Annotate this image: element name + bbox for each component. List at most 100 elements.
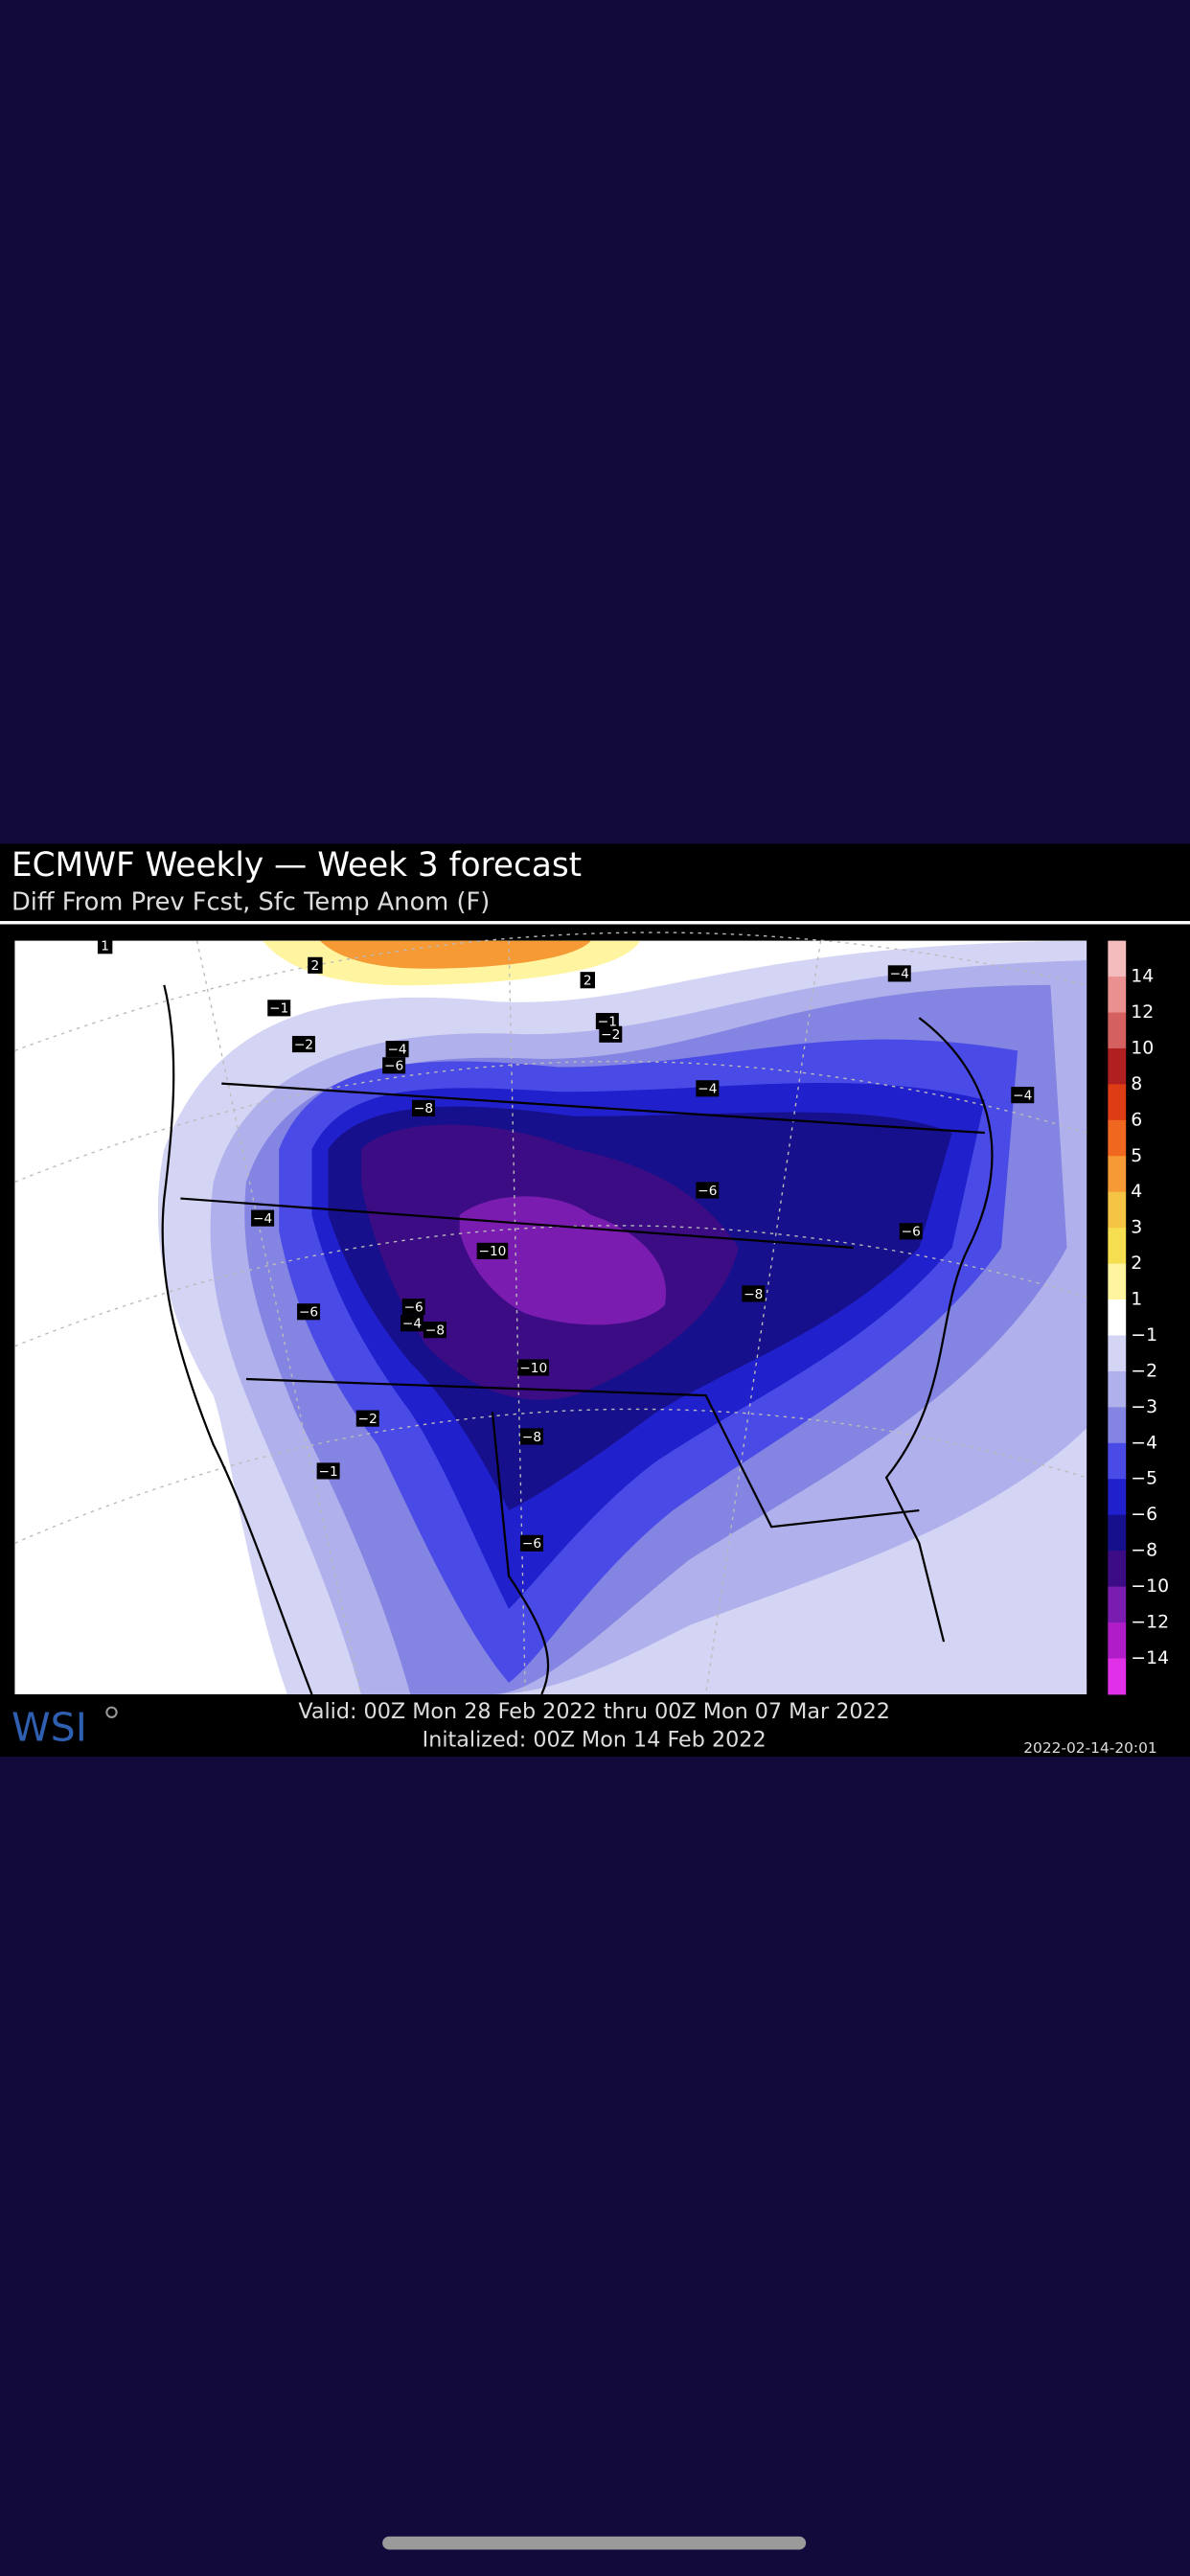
legend-swatch xyxy=(1108,940,1127,978)
home-indicator xyxy=(382,2536,807,2550)
legend-label: −3 xyxy=(1131,1397,1157,1417)
contour-label-box xyxy=(1011,1087,1035,1104)
legend-label: 3 xyxy=(1131,1218,1142,1238)
legend-swatch xyxy=(1108,1658,1127,1695)
contour-labels: −1−1−2−2−2−4−4−4−4−4−4−6−6−6−6 −6−6−8−8−8… xyxy=(97,937,1035,1552)
contour-label: −6 xyxy=(522,1536,541,1552)
valid-text: Valid: 00Z Mon 28 Feb 2022 thru 00Z Mon … xyxy=(298,1699,890,1724)
contour-label-box xyxy=(411,1099,435,1116)
legend-swatch xyxy=(1108,1514,1127,1552)
legend-label: −12 xyxy=(1131,1613,1169,1633)
contour-label: −8 xyxy=(744,1287,763,1302)
content: ECMWF Weekly — Week 3 forecast Diff From… xyxy=(0,843,1190,2550)
legend-label: 2 xyxy=(1131,1254,1142,1274)
legend-label: 6 xyxy=(1131,1110,1142,1130)
legend-swatch xyxy=(1108,1586,1127,1623)
legend-swatch xyxy=(1108,1300,1127,1336)
subtitle: Diff From Prev Fcst, Sfc Temp Anom (F) xyxy=(11,888,490,917)
contour-label: −4 xyxy=(387,1043,406,1058)
contour-label: −4 xyxy=(402,1317,422,1332)
contour-label: −2 xyxy=(294,1037,313,1052)
contour-label-box xyxy=(382,1057,406,1074)
contour-label-box xyxy=(887,965,911,982)
legend-swatch xyxy=(1108,1551,1127,1588)
initialized-text: Initalized: 00Z Mon 14 Feb 2022 xyxy=(423,1727,767,1752)
contour-label-box xyxy=(520,1428,544,1445)
contour-label-box xyxy=(291,1035,315,1053)
contour-label: −8 xyxy=(522,1430,541,1445)
legend-swatch xyxy=(1108,1228,1127,1265)
legend-swatch xyxy=(1108,977,1127,1014)
contour-label: −6 xyxy=(299,1305,318,1321)
contour-label: −4 xyxy=(253,1211,272,1227)
contour-label: −1 xyxy=(269,1001,288,1017)
contour-label: 1 xyxy=(101,939,109,954)
legend-swatch xyxy=(1108,1047,1127,1085)
legend-label: 4 xyxy=(1131,1182,1142,1202)
anomaly-region xyxy=(320,940,591,969)
contour-label: 2 xyxy=(584,974,592,989)
anomaly-region xyxy=(459,1196,667,1325)
legend-swatch xyxy=(1108,1191,1127,1229)
legend-swatch xyxy=(1108,1263,1127,1300)
contour-label-box xyxy=(742,1285,766,1302)
legend-label: −2 xyxy=(1131,1361,1157,1381)
boundaries xyxy=(161,984,994,1695)
legend-label: 8 xyxy=(1131,1074,1142,1094)
contour-label-box xyxy=(476,1242,509,1259)
legend-label: 12 xyxy=(1131,1002,1154,1023)
contour-label-box xyxy=(297,1303,321,1321)
contour-label: −6 xyxy=(902,1225,921,1240)
logo-mark xyxy=(105,1706,118,1718)
contour-label: −6 xyxy=(698,1184,717,1199)
legend-label: −6 xyxy=(1131,1505,1157,1525)
legend-swatch xyxy=(1108,1479,1127,1516)
legend-swatch xyxy=(1108,1156,1127,1193)
divider xyxy=(0,921,1190,925)
contour-label: −10 xyxy=(478,1244,506,1259)
contour-label-box xyxy=(595,1012,619,1030)
contour-label: −1 xyxy=(319,1464,338,1480)
contour-label-box xyxy=(316,1462,340,1480)
contour-label-box xyxy=(267,1000,291,1017)
contour-label: −2 xyxy=(601,1027,620,1043)
anomaly-regions xyxy=(157,940,1087,1694)
legend-label: −10 xyxy=(1131,1576,1169,1597)
contour-label: −8 xyxy=(414,1101,433,1116)
timestamp: 2022-02-14-20:01 xyxy=(1023,1739,1157,1757)
contour-label: −2 xyxy=(358,1412,378,1427)
contour-label: −6 xyxy=(384,1059,403,1074)
contour-label-box xyxy=(400,1315,423,1332)
contour-label-box xyxy=(599,1025,623,1043)
legend-swatch xyxy=(1108,1622,1127,1659)
legend-label: −4 xyxy=(1131,1433,1157,1453)
legend-swatch xyxy=(1108,1119,1127,1157)
contour-label-box xyxy=(251,1209,275,1227)
contour-label-box xyxy=(696,1080,720,1097)
legend-label: −8 xyxy=(1131,1541,1157,1561)
legend: 14 12 10 8 6 5 4 3 2 1 −1 −2 −3 −4 −5 −6 −8 −10 −12 −14 xyxy=(1108,940,1169,1695)
contour-label: −10 xyxy=(519,1361,547,1376)
legend-swatch xyxy=(1108,1370,1127,1408)
contour-label-box xyxy=(401,1299,425,1316)
legend-label: 14 xyxy=(1131,967,1154,987)
contour-label-box xyxy=(385,1041,409,1058)
contour-label: −6 xyxy=(404,1300,423,1315)
legend-swatch xyxy=(1108,1012,1127,1049)
legend-label: 1 xyxy=(1131,1290,1142,1310)
legend-label: −14 xyxy=(1131,1648,1169,1668)
contour-label-box xyxy=(517,1359,550,1376)
logo: WSI xyxy=(11,1705,87,1751)
legend-label: 5 xyxy=(1131,1146,1142,1166)
contour-label-box xyxy=(97,937,113,954)
contour-label: −8 xyxy=(425,1322,445,1338)
contour-label-box xyxy=(308,956,323,974)
contour-label: 2 xyxy=(311,958,320,974)
legend-swatch xyxy=(1108,1407,1127,1444)
title: ECMWF Weekly — Week 3 forecast xyxy=(11,846,582,885)
contour-label-box xyxy=(355,1410,379,1427)
legend-label: 10 xyxy=(1131,1038,1154,1058)
contour-label: −4 xyxy=(698,1082,717,1097)
